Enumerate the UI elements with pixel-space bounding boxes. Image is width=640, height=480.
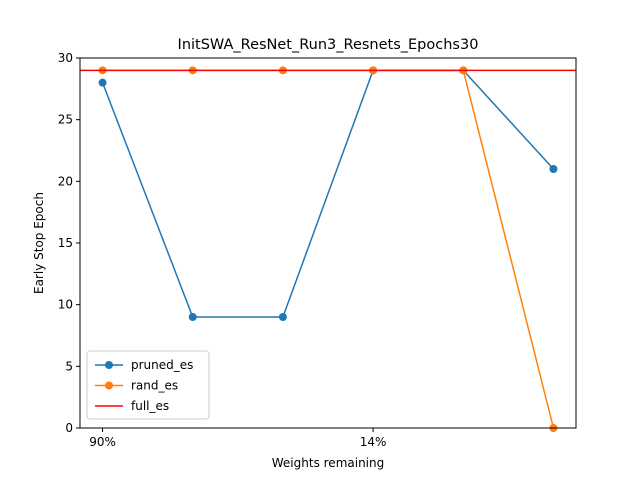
y-tick-label: 25 bbox=[58, 113, 73, 127]
legend: pruned_es rand_es full_es bbox=[86, 350, 210, 420]
legend-label-rand_es: rand_es bbox=[131, 379, 178, 393]
chart-title: InitSWA_ResNet_Run3_Resnets_Epochs30 bbox=[178, 37, 479, 53]
x-tick-label: 90% bbox=[89, 435, 116, 449]
y-tick-label: 20 bbox=[58, 174, 73, 188]
legend-frame bbox=[86, 350, 210, 420]
data-point-pruned_es bbox=[188, 313, 197, 321]
y-tick-label: 0 bbox=[65, 421, 73, 435]
legend-label-full_es: full_es bbox=[131, 399, 169, 413]
legend-marker-rand_es bbox=[105, 381, 113, 390]
y-tick-label: 15 bbox=[58, 236, 73, 250]
x-tick-label: 14% bbox=[360, 435, 387, 449]
legend-label-pruned_es: pruned_es bbox=[131, 358, 193, 372]
y-tick-label: 5 bbox=[65, 359, 73, 373]
legend-marker-pruned_es bbox=[105, 361, 113, 369]
data-point-pruned_es bbox=[98, 78, 107, 87]
x-axis-label: Weights remaining bbox=[272, 456, 384, 470]
y-axis-label: Early Stop Epoch bbox=[32, 192, 46, 294]
series-line-pruned_es bbox=[101, 69, 555, 318]
data-point-pruned_es bbox=[278, 313, 287, 321]
data-point-pruned_es bbox=[549, 165, 558, 173]
y-tick-label: 10 bbox=[58, 298, 73, 312]
y-tick-label: 30 bbox=[58, 51, 73, 65]
